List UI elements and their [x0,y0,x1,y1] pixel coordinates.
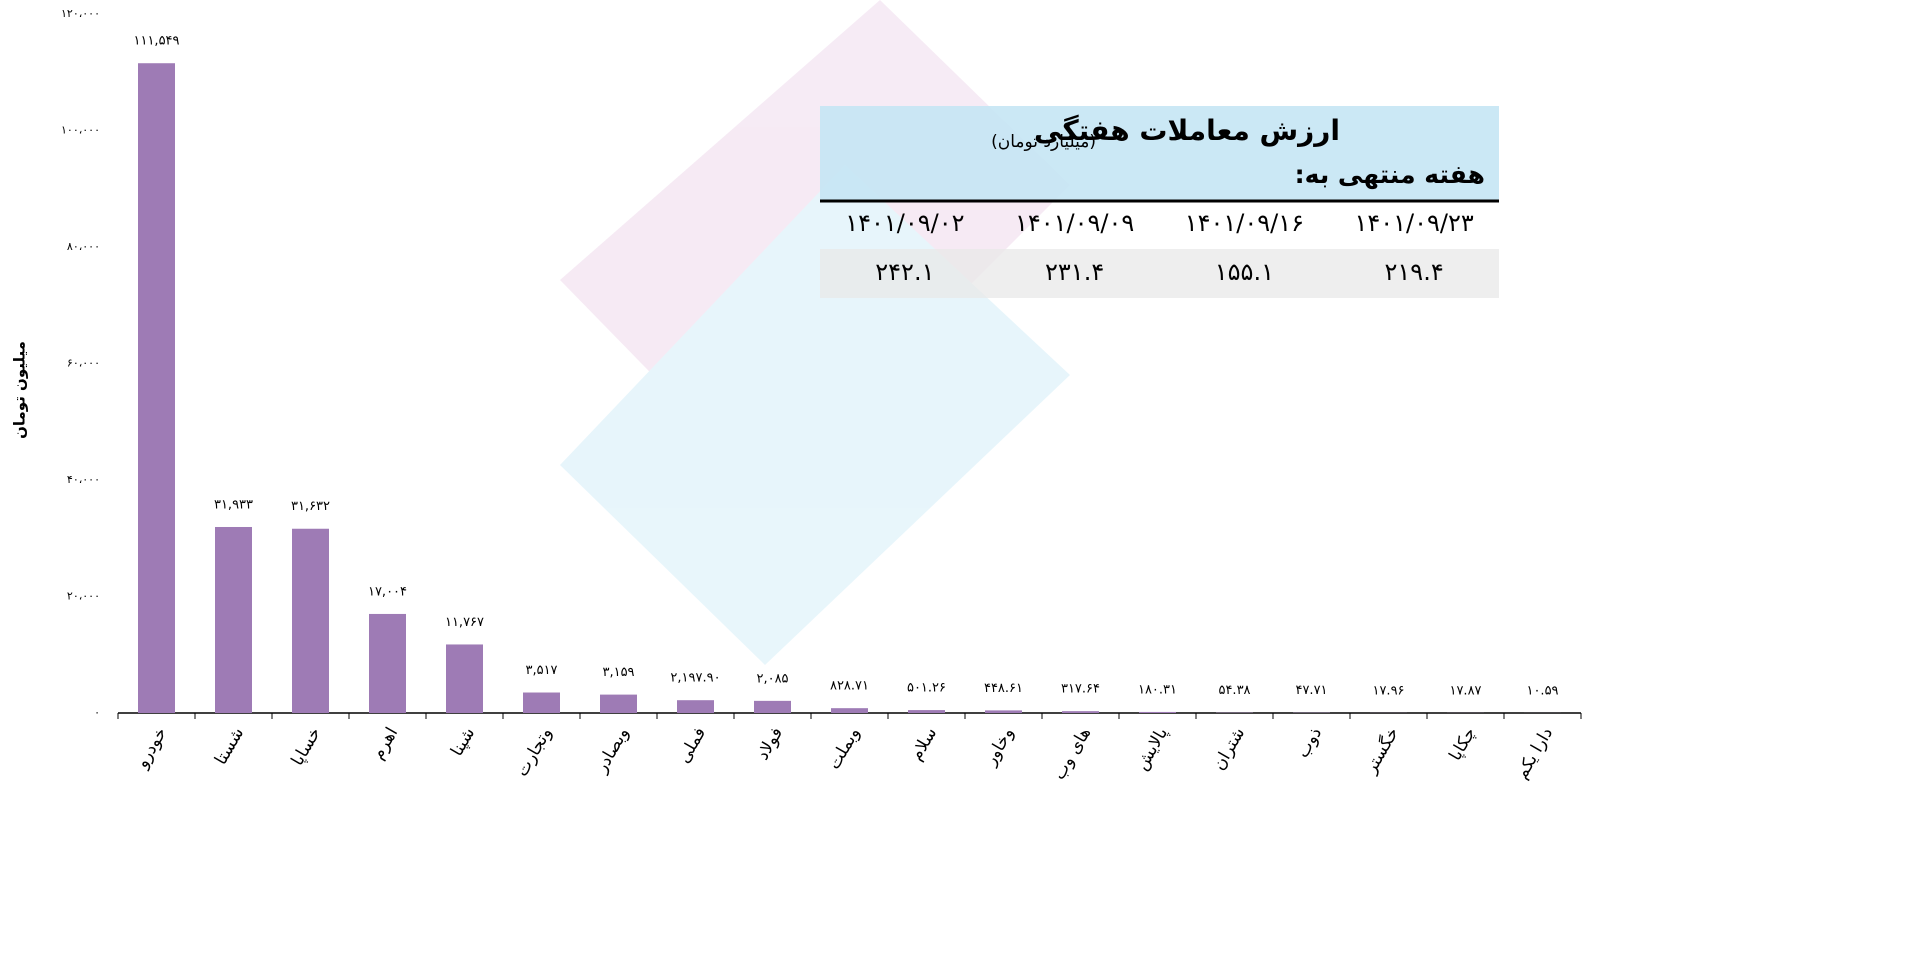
x-tick-label: شستا [211,724,248,768]
x-tick-label: خودرو [132,724,171,772]
bar [985,710,1022,713]
bar [600,694,637,713]
table-row-bg [820,249,1499,298]
watermark [560,0,1070,665]
x-tick-label: وتجارت [512,724,556,780]
table: ارزش معاملات هفتگی (میلیارد تومان) هفته … [820,106,1499,298]
value-label: ۵۴.۳۸ [1218,683,1250,698]
value-label: ۱۰.۵۹ [1526,683,1558,698]
bar [369,613,406,713]
x-tick-label: پالایش [1132,724,1172,774]
value-label: ۴۴۸.۶۱ [984,681,1023,696]
bar [138,63,175,714]
value-label: ۳۱,۹۳۳ [214,497,253,512]
x-tick-label: شتران [1209,724,1249,774]
bar [523,692,560,713]
x-tick-label: های وب [1049,724,1095,783]
value-label: ۲,۱۹۷.۹۰ [670,671,720,686]
x-tick-label: فولاد [753,724,787,764]
x-tick-label: دارا یکم [1512,724,1557,783]
table-value: ۱۵۵.۱ [1215,258,1274,286]
table-date: ۱۴۰۱/۰۹/۰۹ [1015,209,1134,237]
x-tick-label: فملی [674,724,710,767]
y-tick-label: ۸۰،۰۰۰ [67,240,100,253]
table-value: ۲۴۲.۱ [875,258,934,286]
y-tick-label: ۱۰۰،۰۰۰ [61,124,100,137]
value-label: ۳۱۷.۶۴ [1061,682,1100,697]
y-tick-label: ۴۰،۰۰۰ [67,473,100,486]
value-label: ۱۱۱,۵۴۹ [133,34,179,49]
table-value: ۲۳۱.۴ [1045,258,1104,286]
value-label: ۱۷.۸۷ [1449,683,1481,698]
bar [754,700,791,713]
value-label: ۱۱,۷۶۷ [445,615,484,630]
value-label: ۳۱,۶۳۲ [291,499,330,514]
x-tick-label: شپنا [447,724,479,760]
value-label: ۳,۵۱۷ [525,663,557,678]
value-label: ۱۷.۹۶ [1372,683,1404,698]
value-label: ۱۷,۰۰۴ [368,584,407,599]
x-tick-label: خساپا [287,724,325,769]
value-label: ۸۲۸.۷۱ [830,679,869,694]
bar [446,644,483,713]
table-subtitle: (میلیارد تومان) [991,132,1096,152]
bar [1062,711,1099,713]
x-tick-label: سلام [906,724,941,764]
x-tick-label: خگستر [1360,724,1403,778]
x-tick-label: وبصادر [591,724,633,777]
bar [677,700,714,713]
x-tick-label: وبملت [824,724,864,773]
bar [831,708,868,713]
y-tick-label: ۱۲۰،۰۰۰ [61,7,100,20]
y-tick-label: ۲۰،۰۰۰ [67,590,100,603]
value-label: ۲,۰۸۵ [756,671,788,686]
x-tick-label: وخاور [980,724,1018,770]
x-tick-label: ذوب [1293,724,1326,762]
table-value: ۲۱۹.۴ [1385,258,1444,286]
value-label: ۳,۱۵۹ [602,665,634,680]
y-tick-label: ۶۰،۰۰۰ [67,357,100,370]
bar [292,528,329,713]
y-tick-label: ۰ [94,706,100,719]
table-header-bg [820,106,1499,200]
x-tick-label: چکاپا [1445,724,1480,764]
table-date: ۱۴۰۱/۰۹/۱۶ [1185,209,1304,237]
bar [1139,711,1176,713]
value-label: ۱۸۰.۳۱ [1138,682,1177,697]
table-title: ارزش معاملات هفتگی [1034,114,1340,147]
bar [215,526,252,713]
y-axis-label: میلیون تومان [11,341,29,439]
table-week-label: هفته منتهی به: [1295,160,1485,190]
x-tick-label: اهرم [368,724,402,763]
table-date: ۱۴۰۱/۰۹/۰۲ [845,209,964,237]
value-label: ۵۰۱.۲۶ [907,681,946,696]
value-label: ۴۷.۷۱ [1295,683,1327,698]
bar [908,710,945,713]
table-date: ۱۴۰۱/۰۹/۲۳ [1354,209,1473,237]
